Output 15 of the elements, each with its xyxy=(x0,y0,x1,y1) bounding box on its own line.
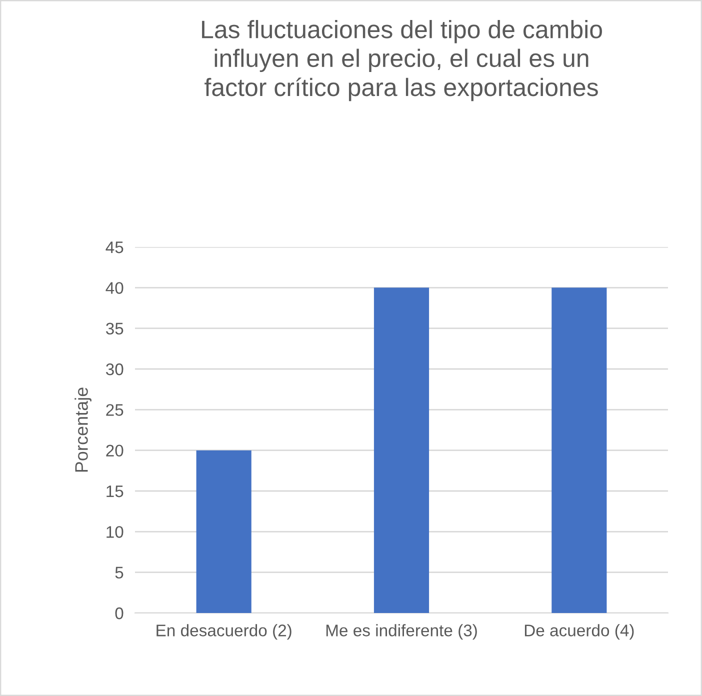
y-tick-label: 20 xyxy=(106,444,124,457)
x-tick-label: En desacuerdo (2) xyxy=(156,624,292,640)
y-tick-label: 5 xyxy=(115,566,124,579)
y-tick-label: 10 xyxy=(106,526,124,538)
x-tick-label: De acuerdo (4) xyxy=(524,624,634,640)
x-tick-label: Me es indiferente (3) xyxy=(326,624,477,640)
chart-title: Las fluctuaciones del tipo de cambio influyen en el precio, el cual es un factor crítico para las exportaciones xyxy=(202,20,602,102)
y-tick-label: 25 xyxy=(106,404,124,416)
y-tick-label: 15 xyxy=(106,486,124,498)
y-tick-label: 30 xyxy=(106,363,124,376)
y-tick-label: 35 xyxy=(106,322,124,335)
y-axis-title: Porcentaje xyxy=(74,388,92,472)
y-tick-label: 40 xyxy=(106,282,124,294)
y-tick-label: 45 xyxy=(106,242,124,254)
y-tick-label: 0 xyxy=(115,607,124,620)
